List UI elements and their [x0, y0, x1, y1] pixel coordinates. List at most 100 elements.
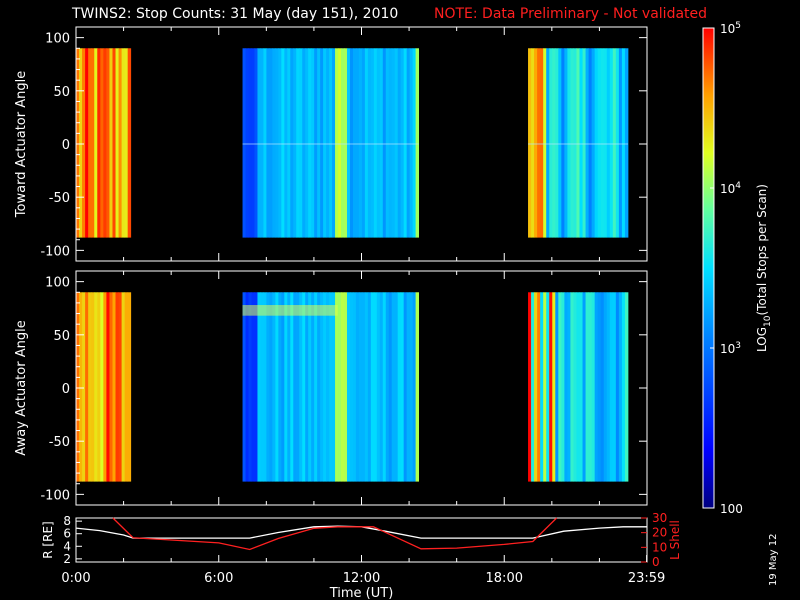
- away-heatmap-column: [388, 292, 393, 482]
- xtick-label: 0:00: [61, 571, 90, 586]
- toward-heatmap-column: [287, 48, 291, 238]
- away-heatmap-column: [540, 292, 544, 482]
- away-heatmap-column: [109, 292, 113, 482]
- away-heatmap-column: [326, 292, 330, 482]
- toward-heatmap-column: [561, 48, 565, 238]
- away-heatmap-column: [341, 292, 345, 482]
- toward-heatmap-column: [254, 48, 258, 238]
- toward-heatmap-column: [397, 48, 402, 238]
- l-shell-ytick-label: 10: [652, 540, 667, 554]
- toward-heatmap-column: [531, 48, 535, 238]
- toward-heatmap-column: [385, 48, 390, 238]
- away-heatmap-column: [409, 292, 414, 482]
- away-heatmap-column: [79, 292, 83, 482]
- away-heatmap-column: [397, 292, 402, 482]
- away-heatmap-column: [272, 292, 276, 482]
- toward-heatmap-column: [618, 48, 623, 238]
- away-heatmap-column: [412, 292, 417, 482]
- toward-heatmap-column: [609, 48, 614, 238]
- toward-heatmap-column: [296, 48, 300, 238]
- away-heatmap-column: [302, 292, 306, 482]
- away-ytick-label: 0: [62, 382, 70, 397]
- away-heatmap-column: [112, 292, 116, 482]
- away-heatmap-column: [88, 292, 92, 482]
- away-heatmap-column: [305, 292, 309, 482]
- away-heatmap-column: [100, 292, 104, 482]
- away-heatmap-column: [391, 292, 396, 482]
- r-ytick-label: 8: [63, 514, 71, 528]
- toward-heatmap-column: [612, 48, 617, 238]
- away-heatmap-column: [335, 292, 339, 482]
- away-heatmap-column: [323, 292, 327, 482]
- toward-heatmap-column: [379, 48, 384, 238]
- toward-heatmap-column: [600, 48, 605, 238]
- away-heatmap-column: [329, 292, 333, 482]
- away-heatmap-column: [76, 292, 80, 482]
- toward-center-stripe: [242, 143, 419, 145]
- toward-heatmap-column: [528, 48, 532, 238]
- toward-ytick-label: 0: [62, 138, 70, 153]
- away-heatmap-column: [534, 292, 538, 482]
- away-heatmap-column: [558, 292, 562, 482]
- toward-heatmap-column: [552, 48, 556, 238]
- toward-heatmap-column: [576, 48, 580, 238]
- away-heatmap-column: [370, 292, 375, 482]
- away-heatmap-column: [579, 292, 583, 482]
- away-heatmap-column: [570, 292, 574, 482]
- away-heatmap-column: [576, 292, 580, 482]
- away-heatmap-column: [597, 292, 602, 482]
- away-heatmap-column: [121, 292, 126, 482]
- toward-heatmap-column: [615, 48, 620, 238]
- away-heatmap-column: [415, 292, 419, 482]
- colorbar-tick-exp: 4: [735, 181, 741, 191]
- toward-heatmap-column: [341, 48, 345, 238]
- toward-heatmap-column: [109, 48, 113, 238]
- away-heatmap-column: [287, 292, 291, 482]
- toward-heatmap-column: [245, 48, 249, 238]
- colorbar-tick-label: 100: [720, 502, 743, 516]
- toward-heatmap-column: [594, 48, 599, 238]
- toward-heatmap-column: [281, 48, 285, 238]
- toward-heatmap-column: [290, 48, 294, 238]
- away-heatmap-column: [290, 292, 294, 482]
- toward-heatmap-column: [546, 48, 550, 238]
- toward-heatmap-column: [326, 48, 330, 238]
- away-ylabel: Away Actuator Angle: [14, 320, 29, 455]
- away-heatmap-column: [552, 292, 556, 482]
- away-heatmap-column: [127, 292, 132, 482]
- colorbar-gradient: [703, 28, 714, 508]
- toward-heatmap-column: [376, 48, 381, 238]
- away-heatmap-column: [588, 292, 593, 482]
- away-heatmap-column: [621, 292, 626, 482]
- away-heatmap-column: [612, 292, 617, 482]
- toward-heatmap-column: [540, 48, 544, 238]
- l-shell-ytick-label: 30: [652, 511, 667, 525]
- toward-heatmap-column: [335, 48, 339, 238]
- r-ytick-label: 2: [63, 552, 71, 566]
- toward-heatmap-column: [329, 48, 333, 238]
- away-heatmap-column: [573, 292, 577, 482]
- away-heatmap-column: [382, 292, 387, 482]
- away-heatmap-column: [263, 292, 267, 482]
- away-heatmap-column: [242, 292, 246, 482]
- away-heatmap-column: [600, 292, 605, 482]
- toward-heatmap-column: [621, 48, 626, 238]
- away-heatmap-column: [320, 292, 324, 482]
- away-heatmap-column: [567, 292, 571, 482]
- away-heatmap-column: [406, 292, 411, 482]
- toward-heatmap-column: [624, 48, 629, 238]
- toward-heatmap-column: [305, 48, 309, 238]
- away-heatmap-column: [251, 292, 255, 482]
- toward-heatmap-column: [284, 48, 288, 238]
- toward-heatmap-column: [388, 48, 393, 238]
- toward-heatmap-column: [121, 48, 126, 238]
- toward-heatmap-column: [124, 48, 129, 238]
- away-heatmap-column: [245, 292, 249, 482]
- away-heatmap-column: [115, 292, 119, 482]
- away-heatmap-column: [349, 292, 354, 482]
- toward-heatmap-column: [242, 48, 246, 238]
- toward-heatmap-column: [103, 48, 107, 238]
- toward-heatmap-column: [344, 48, 348, 238]
- toward-heatmap-column: [91, 48, 95, 238]
